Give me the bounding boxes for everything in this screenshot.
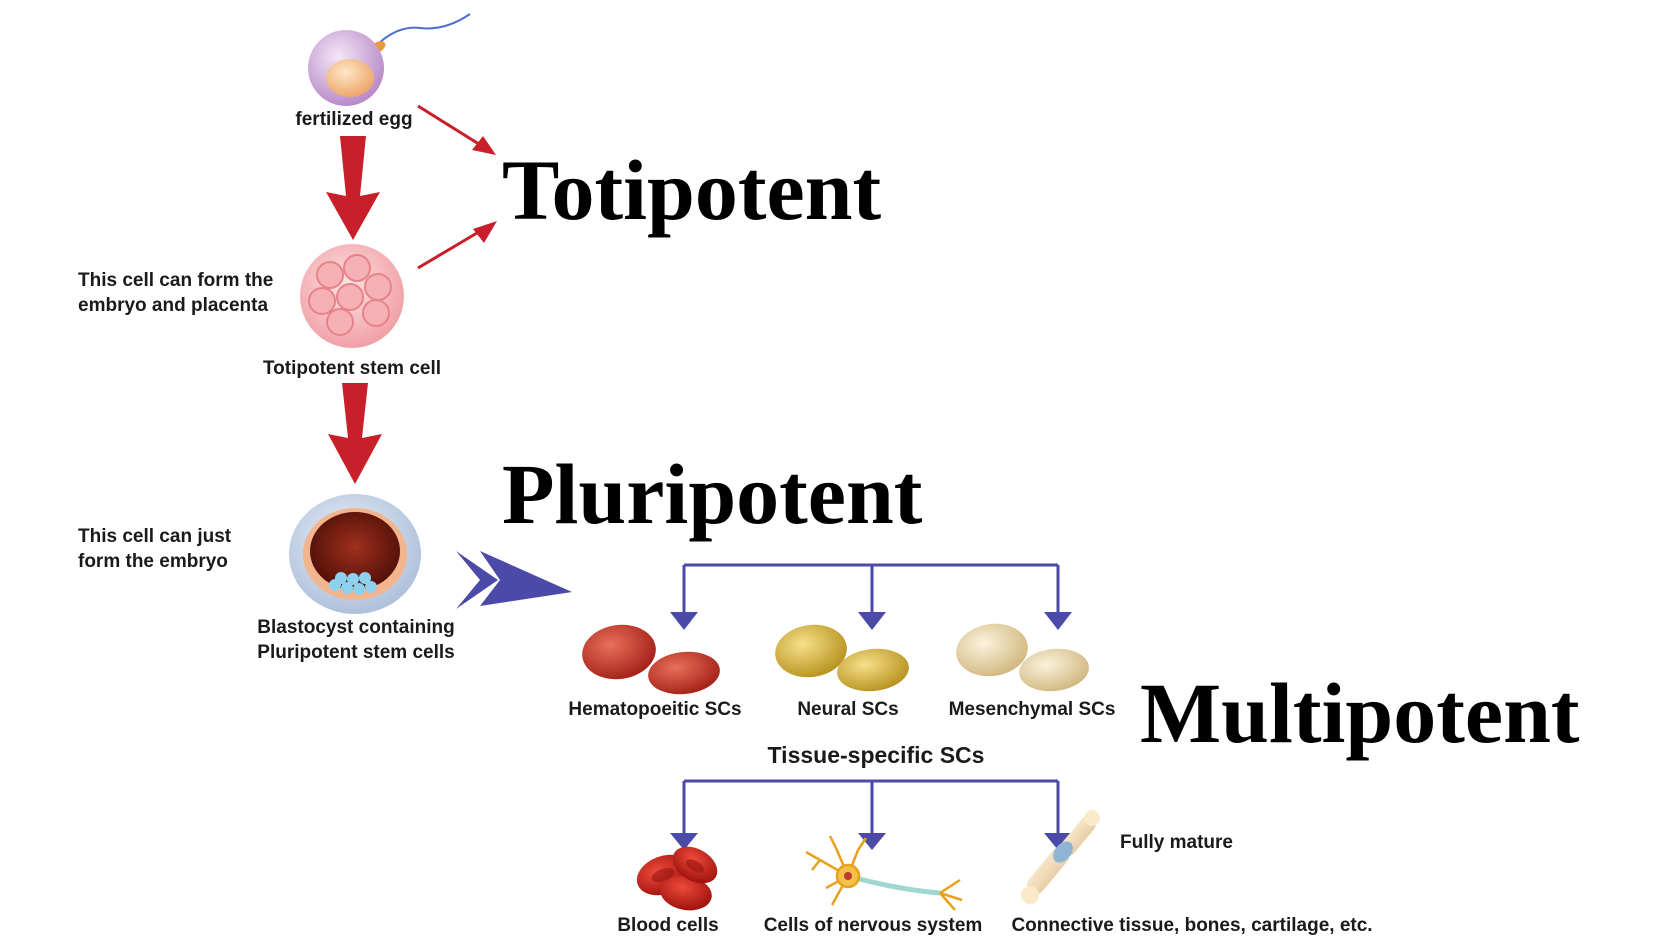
connective-label: Connective tissue, bones, cartilage, etc…: [1011, 915, 1372, 936]
blastocyst-label-1: Blastocyst containing: [257, 617, 454, 638]
neural-label: Neural SCs: [797, 699, 898, 720]
neural-cells-icon: [775, 624, 909, 692]
blood-cells-label: Blood cells: [617, 915, 718, 936]
totipotent-heading: Totipotent: [502, 142, 881, 238]
blastocyst-label-2: Pluripotent stem cells: [257, 642, 454, 663]
neuron-icon: [805, 835, 963, 911]
nervous-cells-label: Cells of nervous system: [764, 915, 983, 936]
branch-connector-bottom: [682, 779, 1060, 833]
blastocyst-icon: [289, 494, 421, 614]
fertilized-egg-icon: [308, 13, 471, 106]
fertilized-egg-label: fertilized egg: [295, 109, 412, 130]
embryo-placenta-text-1: This cell can form the: [78, 270, 273, 291]
embryo-placenta-text-2: embryo and placenta: [78, 295, 268, 316]
multipotent-heading: Multipotent: [1140, 665, 1580, 761]
blood-cells-icon: [636, 846, 718, 911]
thin-red-arrow-2: [417, 221, 497, 270]
blue-arrow: [456, 551, 572, 609]
arrow-head-mesenchymal: [1044, 612, 1072, 630]
mesenchymal-cells-icon: [956, 623, 1089, 692]
thick-red-arrow-1: [326, 136, 380, 240]
arrow-head-nervous: [858, 833, 886, 850]
totipotent-cell-icon: [300, 244, 404, 348]
just-embryo-text-2: form the embryo: [78, 551, 228, 572]
hematopoeitic-label: Hematopoeitic SCs: [568, 699, 741, 720]
arrow-head-blood: [670, 833, 698, 850]
arrow-head-hematopoeitic: [670, 612, 698, 630]
pluripotent-heading: Pluripotent: [502, 446, 923, 542]
branch-connector-top: [682, 563, 1060, 612]
just-embryo-text-1: This cell can just: [78, 526, 232, 547]
fully-mature-label: Fully mature: [1120, 832, 1233, 853]
thin-red-arrow-1: [417, 104, 496, 155]
tissue-specific-label: Tissue-specific SCs: [768, 742, 985, 768]
totipotent-stem-cell-label: Totipotent stem cell: [263, 358, 441, 379]
arrow-head-connective: [1044, 833, 1072, 850]
mesenchymal-label: Mesenchymal SCs: [949, 699, 1116, 720]
bone-joint-icon: [1021, 810, 1100, 904]
thick-red-arrow-2: [328, 383, 382, 484]
arrow-head-neural: [858, 612, 886, 630]
hematopoeitic-cells-icon: [582, 624, 720, 695]
